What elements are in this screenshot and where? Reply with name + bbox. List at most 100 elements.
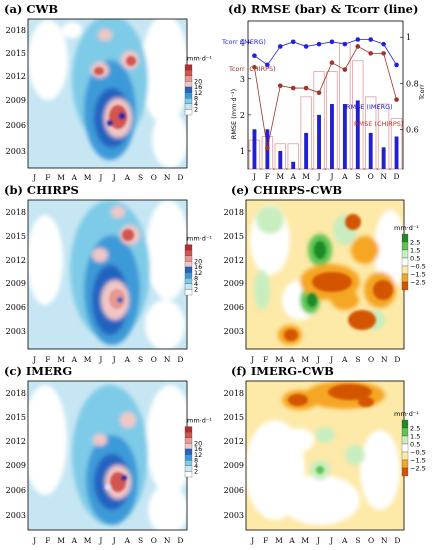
legend-tcorr-chirps: Tcorr (CHIRPS) [228, 65, 276, 73]
legend-label: −2.5 [410, 279, 426, 287]
month-tick: M [301, 355, 309, 364]
month-tick: M [275, 536, 283, 545]
tcorr-chirps-point [394, 97, 399, 102]
month-tick: M [84, 173, 92, 182]
legend-unit: mm·d⁻¹ [394, 410, 419, 418]
tcorr-imerg-point [290, 39, 296, 45]
tcorr-chirps-point [277, 83, 283, 89]
legend-label: 12 [194, 269, 202, 277]
tcorr-imerg-line [254, 39, 397, 66]
month-tick: J [250, 355, 254, 364]
legend-label: 2 [194, 468, 198, 476]
legend-unit: mm·d⁻¹ [187, 417, 212, 425]
month-tick: J [252, 172, 256, 181]
panel-e: (e) CHIRPS-CWB [224, 183, 426, 364]
rmse-tick-label: 1 [240, 147, 245, 156]
month-tick: J [32, 173, 36, 182]
tcorr-chirps-point [368, 51, 374, 56]
panel-d-title: (d) RMSE (bar) & Tcorr (line) [228, 2, 418, 16]
legend-swatch [401, 443, 409, 453]
month-tick: S [138, 173, 143, 182]
legend-label: 8 [194, 274, 198, 282]
legend-swatch [401, 427, 409, 437]
legend-swatch [401, 467, 409, 477]
month-tick: A [288, 355, 295, 364]
month-tick: J [32, 355, 36, 364]
legend-swatch [184, 261, 193, 268]
month-tick: A [341, 172, 348, 181]
month-tick: J [329, 355, 333, 364]
tcorr-chirps-point [252, 64, 257, 70]
month-tick: M [302, 172, 310, 181]
month-tick: M [275, 355, 283, 364]
month-tick: D [394, 536, 400, 545]
month-tick: J [112, 536, 116, 545]
legend-swatch [184, 471, 193, 478]
month-tick: J [316, 536, 320, 545]
month-tick: N [381, 536, 388, 545]
tcorr-imerg-point [394, 62, 399, 68]
legend-label: 1.5 [410, 433, 420, 441]
legend-rmse-imerg: RMSE (IMERG) [346, 103, 393, 111]
legend-label: −2.5 [410, 465, 426, 473]
year-tick: 2009 [6, 96, 26, 105]
legend-swatch [184, 81, 193, 88]
panel-b-title: (b) CHIRPS [4, 183, 79, 197]
legend-tcorr-imerg: Tcorr (IMERG) [221, 38, 266, 46]
month-tick: A [124, 355, 131, 364]
legend-swatch [401, 451, 409, 461]
legend-label: 12 [194, 89, 202, 97]
legend-swatch [184, 283, 193, 290]
panel-f-title: (f) IMERG-CWB [231, 364, 334, 378]
legend-swatch [401, 419, 409, 429]
tcorr-imerg-point [303, 44, 309, 49]
tcorr-chirps-point [265, 145, 270, 151]
legend-swatch [401, 435, 409, 445]
rmse-tick-label: 3 [240, 75, 245, 84]
tcorr-imerg-point [381, 41, 386, 47]
month-tick: S [355, 536, 360, 545]
month-tick: J [112, 173, 116, 182]
legend-unit: mm·d⁻¹ [394, 224, 419, 232]
month-tick: M [84, 355, 92, 364]
month-tick: D [394, 355, 400, 364]
tcorr-tick-label: 0.8 [406, 79, 419, 88]
month-tick: A [124, 536, 131, 545]
year-tick: 2018 [6, 389, 26, 398]
legend-label: 20 [194, 78, 202, 86]
legend-unit: mm·d⁻¹ [187, 55, 212, 63]
rmse-imerg-bar [394, 136, 399, 169]
month-tick: F [45, 536, 50, 545]
month-tick: D [177, 173, 183, 182]
legend-label: 2 [194, 286, 198, 294]
year-tick: 2009 [6, 279, 26, 288]
legend-swatch [401, 241, 409, 251]
legend-swatch [184, 460, 193, 466]
tcorr-imerg-point [329, 39, 335, 45]
legend-label: 8 [194, 456, 198, 464]
tcorr-chirps-point [355, 44, 361, 49]
month-tick: J [317, 172, 321, 181]
year-tick: 2015 [224, 413, 244, 422]
legend-swatch [184, 465, 193, 472]
month-tick: J [316, 355, 320, 364]
month-tick: M [301, 536, 309, 545]
legend-swatch [401, 249, 409, 259]
year-tick: 2006 [6, 303, 26, 312]
month-tick: A [341, 355, 348, 364]
month-tick: J [98, 173, 102, 182]
legend-label: 4 [194, 280, 198, 288]
month-tick: N [381, 355, 388, 364]
legend-label: 20 [194, 440, 202, 448]
legend-label: 16 [194, 445, 202, 453]
legend-label: −1.5 [410, 271, 426, 279]
legend-label: 8 [194, 94, 198, 102]
month-tick: J [112, 355, 116, 364]
month-tick: M [57, 536, 65, 545]
month-tick: N [380, 172, 387, 181]
month-tick: A [71, 355, 78, 364]
